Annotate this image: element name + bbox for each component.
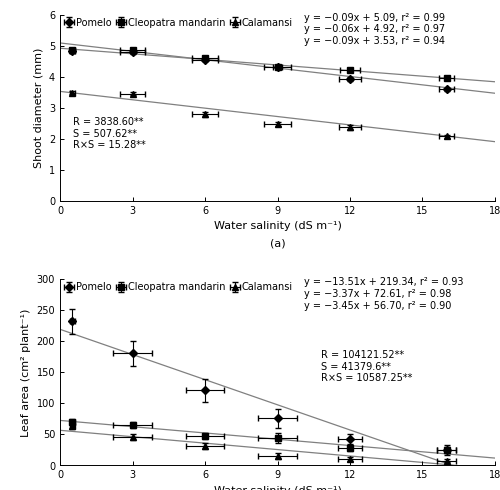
Text: R = 3838.60**
S = 507.62**
R×S = 15.28**: R = 3838.60** S = 507.62** R×S = 15.28** [73,117,146,150]
Text: R = 104121.52**
S = 41379.6**
R×S = 10587.25**: R = 104121.52** S = 41379.6** R×S = 1058… [321,350,412,383]
X-axis label: Water salinity (dS m⁻¹): Water salinity (dS m⁻¹) [214,221,342,231]
Y-axis label: Leaf area (cm² plant⁻¹): Leaf area (cm² plant⁻¹) [21,308,31,437]
Text: (a): (a) [270,238,285,248]
Text: y = −13.51x + 219.34, r² = 0.93
y = −3.37x + 72.61, r² = 0.98
y = −3.45x + 56.70: y = −13.51x + 219.34, r² = 0.93 y = −3.3… [304,277,463,311]
Legend: Pomelo, Cleopatra mandarin, Calamansi: Pomelo, Cleopatra mandarin, Calamansi [65,282,293,292]
X-axis label: Water salinity (dS m⁻¹): Water salinity (dS m⁻¹) [214,486,342,490]
Legend: Pomelo, Cleopatra mandarin, Calamansi: Pomelo, Cleopatra mandarin, Calamansi [65,18,293,28]
Text: y = −0.09x + 5.09, r² = 0.99
y = −0.06x + 4.92, r² = 0.97
y = −0.09x + 3.53, r² : y = −0.09x + 5.09, r² = 0.99 y = −0.06x … [304,13,444,46]
Y-axis label: Shoot diameter (mm): Shoot diameter (mm) [34,48,43,168]
